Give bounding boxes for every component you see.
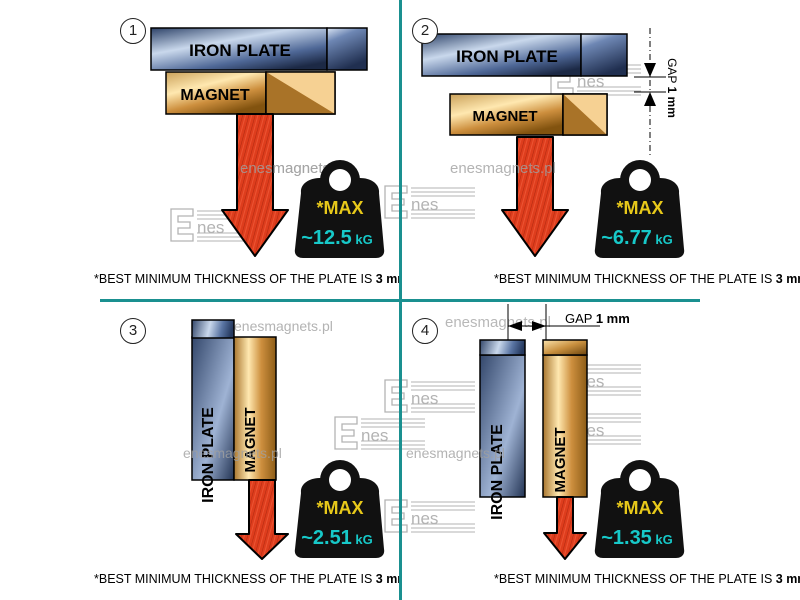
svg-text:*MAX: *MAX [616, 198, 663, 218]
svg-text:MAGNET: MAGNET [242, 408, 259, 473]
svg-text:enesmagnets.pl: enesmagnets.pl [234, 318, 333, 334]
svg-text:enesmagnets: enesmagnets [240, 160, 330, 177]
svg-text:GAP 1 mm: GAP 1 mm [565, 311, 630, 326]
svg-text:GAP 1 mm: GAP 1 mm [665, 58, 679, 118]
svg-text:enesmagnets.pl: enesmagnets.pl [406, 445, 505, 461]
svg-text:IRON PLATE: IRON PLATE [189, 41, 291, 60]
svg-text:*MAX: *MAX [316, 198, 363, 218]
svg-text:IRON PLATE: IRON PLATE [489, 424, 506, 520]
svg-text:enesmagnets.pl: enesmagnets.pl [183, 445, 282, 461]
svg-text:*MAX: *MAX [616, 498, 663, 518]
svg-text:*BEST MINIMUM THICKNESS OF THE: *BEST MINIMUM THICKNESS OF THE PLATE IS … [494, 272, 800, 286]
svg-text:*BEST MINIMUM THICKNESS OF THE: *BEST MINIMUM THICKNESS OF THE PLATE IS … [494, 572, 800, 586]
svg-text:MAGNET: MAGNET [180, 87, 250, 104]
svg-text:MAGNET: MAGNET [552, 428, 569, 493]
svg-text:*BEST MINIMUM THICKNESS OF THE: *BEST MINIMUM THICKNESS OF THE PLATE IS … [94, 572, 400, 586]
svg-text:*BEST MINIMUM THICKNESS OF THE: *BEST MINIMUM THICKNESS OF THE PLATE IS … [94, 272, 400, 286]
svg-text:IRON PLATE: IRON PLATE [456, 47, 558, 66]
svg-text:enesmagnets.pl: enesmagnets.pl [450, 160, 556, 177]
svg-text:*MAX: *MAX [316, 498, 363, 518]
svg-text:MAGNET: MAGNET [473, 108, 538, 125]
